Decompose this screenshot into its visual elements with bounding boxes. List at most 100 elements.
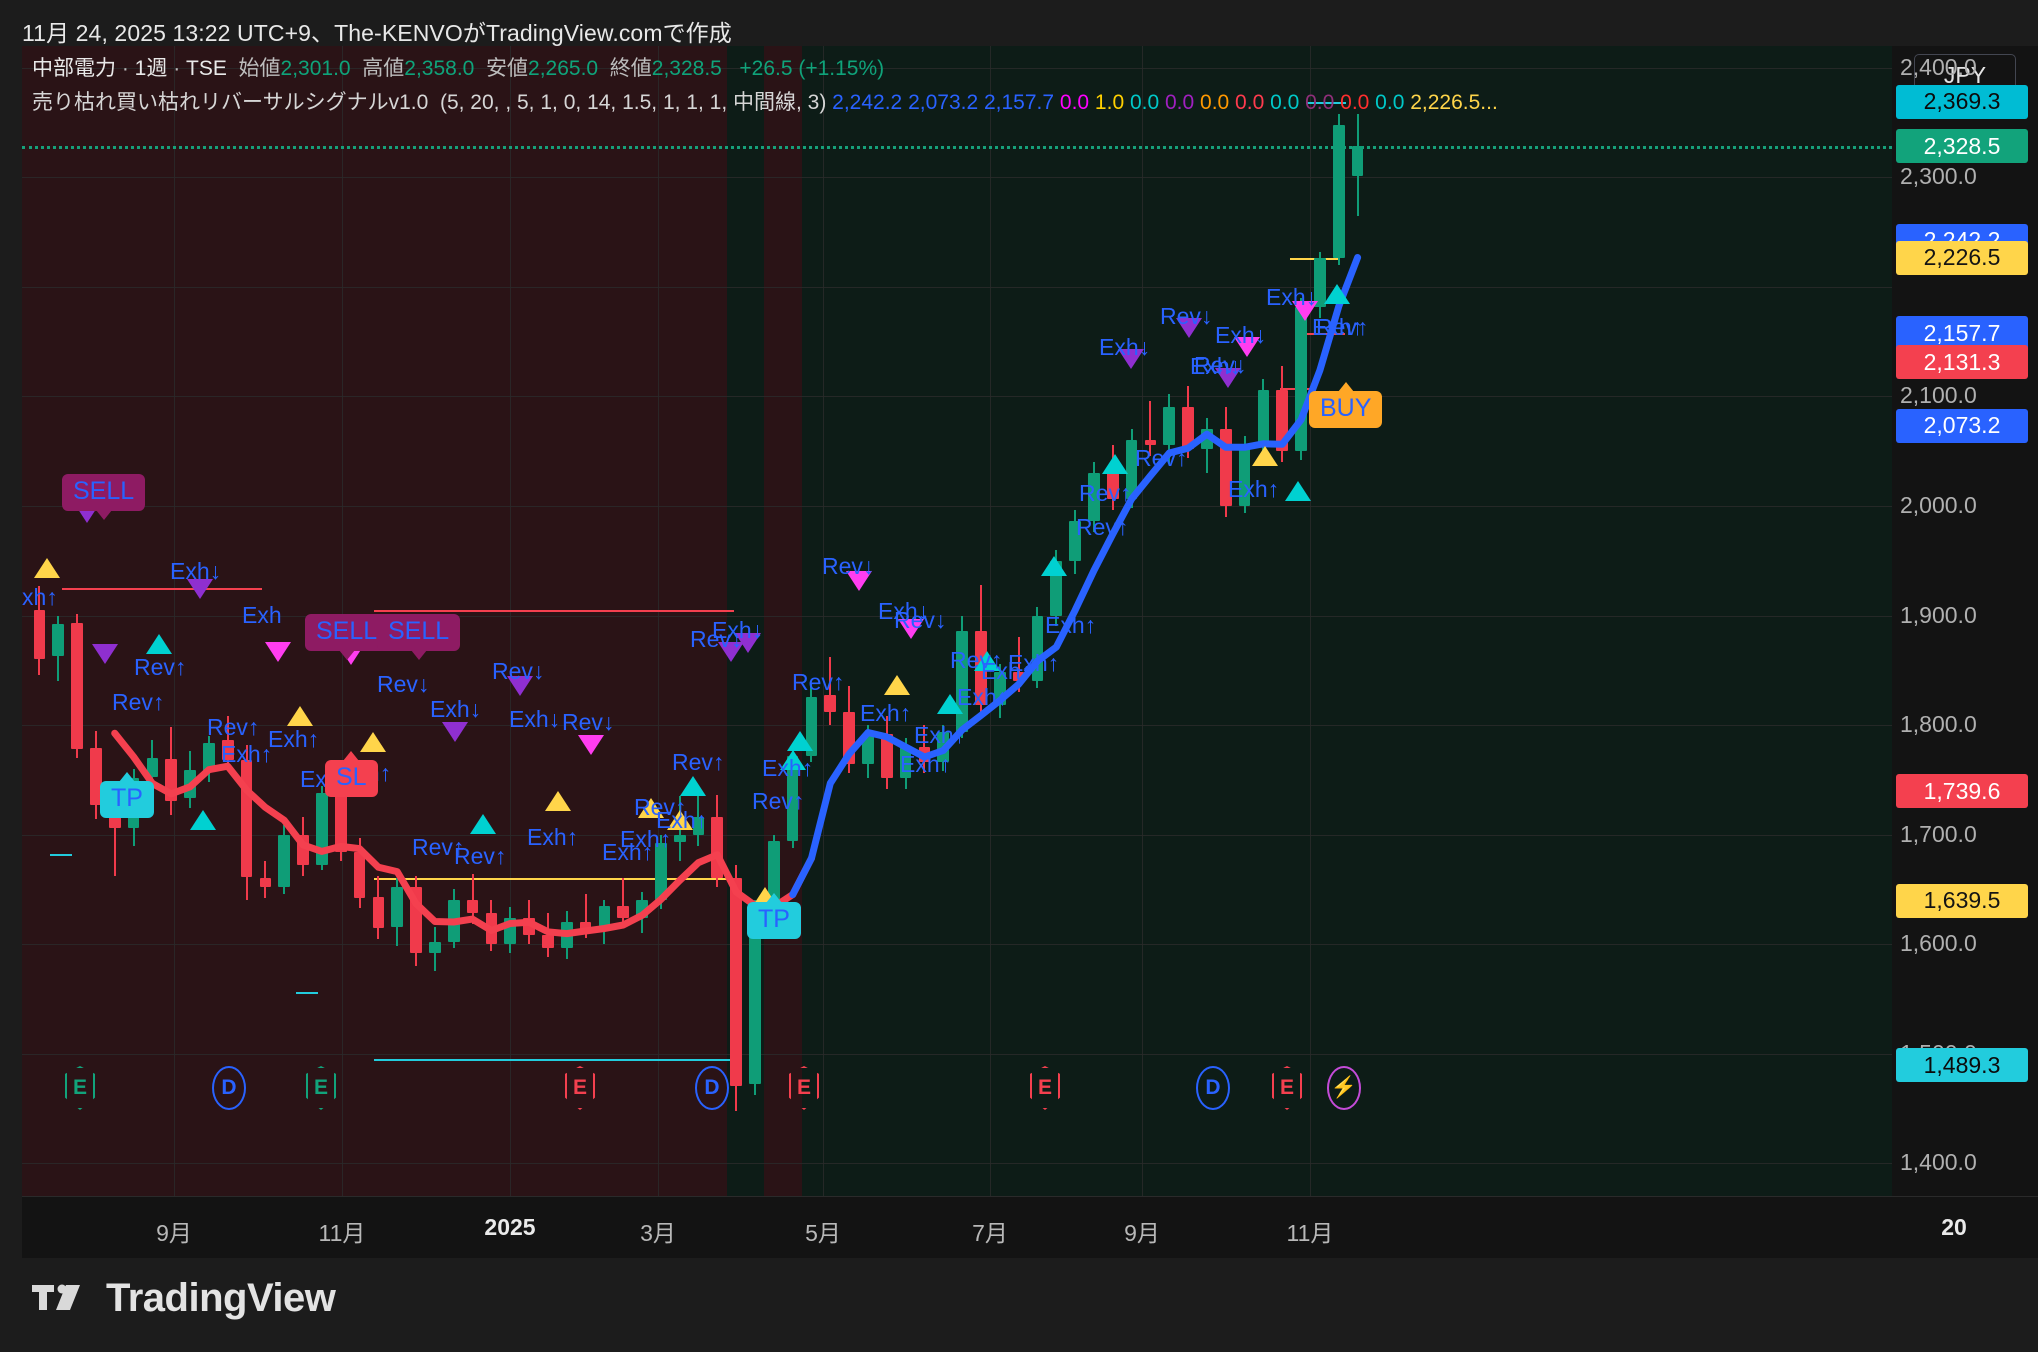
trade-tag-buy[interactable]: BUY <box>1309 382 1383 428</box>
signal-label: Rev↑ <box>1079 480 1132 506</box>
signal-label: Rev↓ <box>1160 303 1213 329</box>
trade-tag-notch-icon <box>765 893 782 903</box>
trade-tag-label: SELL <box>316 617 378 645</box>
legend-high-value: 2,358.0 <box>404 57 475 80</box>
event-marker-earnings[interactable]: E <box>65 1066 95 1110</box>
candle-body <box>33 610 46 660</box>
tradingview-logo[interactable]: TradingView <box>32 1276 336 1321</box>
tradingview-mark-icon <box>32 1281 90 1317</box>
signal-label: xh↑ <box>22 584 58 610</box>
time-scale[interactable]: 9月 11月 2025 3月 5月 7月 9月 11月 <box>22 1196 1892 1258</box>
trade-tag-notch-icon <box>343 751 360 761</box>
price-level-line <box>50 854 72 857</box>
price-level-line <box>374 1059 734 1062</box>
split-icon: ⚡ <box>1327 1066 1361 1110</box>
trade-tag-sell[interactable]: SELL <box>62 474 146 520</box>
event-marker-earnings[interactable]: E <box>789 1066 819 1110</box>
signal-label: Exh↑ <box>1008 650 1060 676</box>
trade-tag-sell[interactable]: SELL <box>305 614 389 660</box>
candle <box>33 46 46 1196</box>
price-tick-label: 1,600.0 <box>1900 930 1977 957</box>
signal-label: Exh↑ <box>268 726 320 752</box>
signal-label: Rev↑ <box>1135 445 1188 471</box>
signal-label: Rev↑ <box>752 788 805 814</box>
price-axis-label[interactable]: 2,073.2 <box>1896 408 2028 443</box>
event-marker-split[interactable]: ⚡ <box>1327 1066 1361 1110</box>
signal-up-triangle-icon <box>360 732 386 752</box>
signal-label: Exh↑ <box>1228 476 1280 502</box>
event-marker-dividend[interactable]: D <box>212 1066 246 1110</box>
candle-body <box>730 878 742 1087</box>
trade-tag-sl[interactable]: SL <box>325 751 378 797</box>
dividend-icon: D <box>212 1066 246 1110</box>
price-axis-label[interactable]: 1,489.3 <box>1896 1048 2028 1083</box>
signal-down-triangle-icon <box>1292 301 1318 321</box>
signal-label: Exh↓ <box>430 696 482 722</box>
legend-indicator-row[interactable]: 売り枯れ買い枯れリバーサルシグナルv1.0 (5, 20, , 5, 1, 0,… <box>32 88 1498 118</box>
candle-body <box>749 911 761 1085</box>
signal-label: Exh <box>242 602 282 628</box>
chart-pane[interactable]: ↓xh↑Exh↓Rev↑Rev↑Rev↑Exh↑Exh↑ExhExh↑Exh↑R… <box>22 46 1892 1196</box>
signal-label: Rev↓ <box>822 553 875 579</box>
price-level-line <box>296 992 318 995</box>
time-axis-label: 11月 <box>1286 1220 1334 1246</box>
time-axis-label: 7月 <box>972 1220 1008 1246</box>
event-marker-earnings[interactable]: E <box>306 1066 336 1110</box>
event-marker-earnings[interactable]: E <box>1272 1066 1302 1110</box>
legend-indicator-name[interactable]: 売り枯れ買い枯れリバーサルシグナルv1.0 <box>32 91 429 115</box>
event-marker-earnings[interactable]: E <box>565 1066 595 1110</box>
signal-up-triangle-icon <box>34 558 60 578</box>
signal-down-triangle-icon <box>1176 318 1202 338</box>
earnings-icon: E <box>1272 1066 1302 1110</box>
signal-up-triangle-icon <box>667 810 693 830</box>
trade-tag-label: SELL <box>388 617 450 645</box>
event-marker-earnings[interactable]: E <box>1030 1066 1060 1110</box>
signal-label: Exh↑ <box>602 839 654 865</box>
event-marker-dividend[interactable]: D <box>1196 1066 1230 1110</box>
trade-tag-label: TP <box>758 905 790 933</box>
legend-ohlc-row[interactable]: 中部電力 · 1週 · TSE 始値2,301.0 高値2,358.0 安値2,… <box>32 57 885 80</box>
trade-tag-sell[interactable]: SELL <box>377 614 461 660</box>
legend-indicator-value: 0.0 <box>1194 91 1230 115</box>
signal-label: Rev↓ <box>894 607 947 633</box>
legend-interval[interactable]: 1週 <box>134 57 168 80</box>
signal-label: Rev↑ <box>112 689 165 715</box>
trade-tag-tp[interactable]: TP <box>100 772 154 818</box>
price-level-line <box>374 610 734 613</box>
price-axis-label[interactable]: 2,157.7 <box>1896 316 2028 351</box>
price-axis-label[interactable]: 2,226.5 <box>1896 240 2028 275</box>
price-axis-label[interactable]: 2,131.3 <box>1896 345 2028 380</box>
price-scale[interactable]: JPY 2,400.0 2,300.0 2,100.0 2,000.0 1,900.0 1… <box>1892 46 2038 1196</box>
signal-label: Exh↑ <box>981 658 1033 684</box>
event-marker-dividend[interactable]: D <box>695 1066 729 1110</box>
legend-indicator-params: (5, 20, , 5, 1, 0, 14, 1.5, 1, 1, 1, 中間線… <box>439 91 827 115</box>
candle-body <box>1332 124 1345 259</box>
candle <box>90 46 102 1196</box>
price-tick-label: 1,700.0 <box>1900 820 1977 847</box>
price-axis-label[interactable]: 1,739.6 <box>1896 774 2028 809</box>
signal-down-triangle-icon <box>1215 368 1241 388</box>
signal-label: Rev↑ <box>792 669 845 695</box>
grid-line-horizontal <box>22 177 1892 179</box>
signal-up-triangle-icon <box>680 776 706 796</box>
legend-indicator-value: 2,242.2 <box>832 91 903 115</box>
price-axis-label[interactable]: 2,328.5 <box>1896 129 2028 164</box>
grid-line-vertical <box>174 46 175 1196</box>
legend-indicator-value: 0.0 <box>1229 91 1265 115</box>
trade-tag-label: BUY <box>1320 394 1372 422</box>
signal-label: Exh↓ <box>1215 322 1267 348</box>
signal-label: Exh↓ <box>170 558 222 584</box>
price-level-line <box>1306 101 1346 104</box>
corporate-event-markers[interactable]: E D E E D E E D E ⚡ <box>22 46 1892 1196</box>
legend-symbol[interactable]: 中部電力 <box>32 57 116 80</box>
signal-down-triangle-icon <box>846 571 872 591</box>
signal-label: Exh↓ <box>1266 284 1318 310</box>
footer: TradingView <box>0 1258 2038 1352</box>
price-axis-label[interactable]: 2,369.3 <box>1896 84 2028 119</box>
trade-tag-tp[interactable]: TP <box>747 893 801 939</box>
signal-label: Rev↓ <box>492 658 545 684</box>
trade-tags[interactable]: SELL SELL SELL TP SL TP BUY <box>22 46 1892 1196</box>
signal-label: Exh↑ <box>1045 612 1097 638</box>
price-axis-label[interactable]: 1,639.5 <box>1896 883 2028 918</box>
legend-close-value: 2,328.5 <box>651 57 722 80</box>
